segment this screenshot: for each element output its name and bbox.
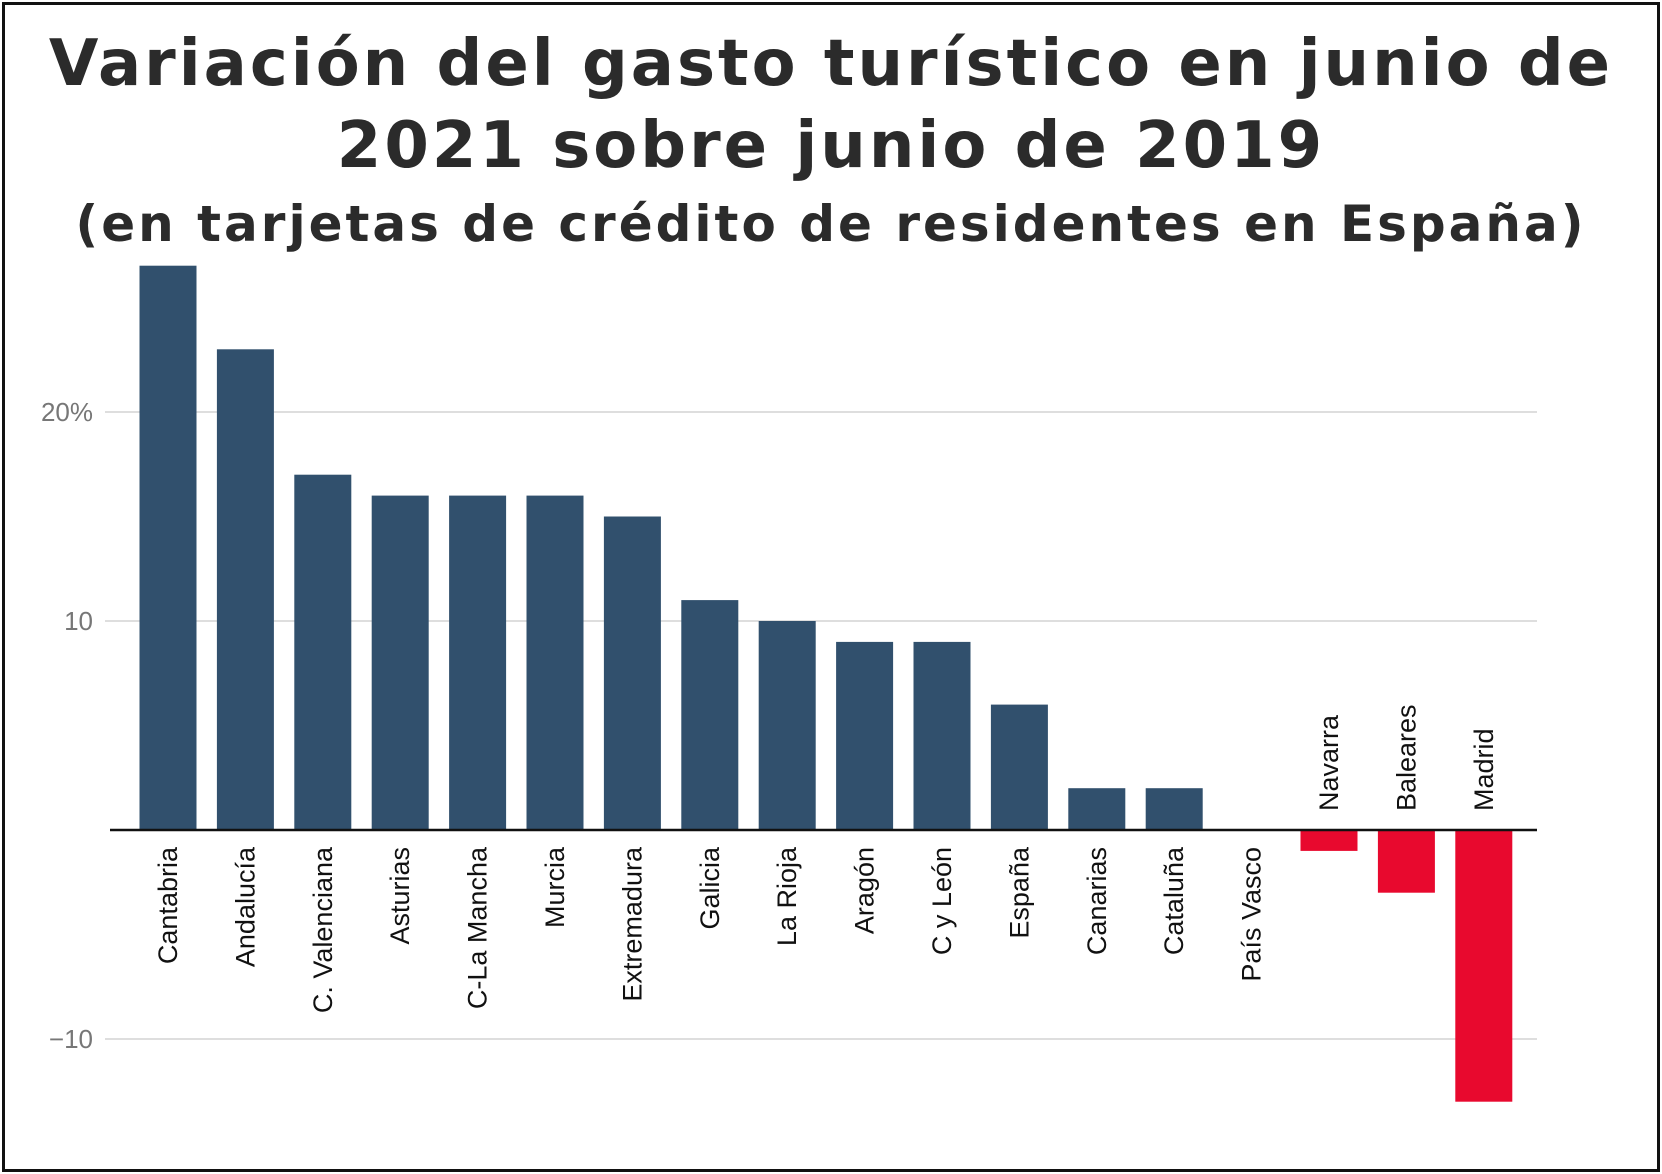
bar bbox=[526, 495, 584, 830]
category-label: C. Valenciana bbox=[308, 846, 338, 1013]
category-label: Baleares bbox=[1391, 704, 1421, 811]
category-label: País Vasco bbox=[1237, 847, 1267, 982]
y-tick-label: 20% bbox=[41, 397, 93, 427]
bar bbox=[990, 704, 1048, 830]
y-tick-label: −10 bbox=[49, 1024, 93, 1054]
category-label: C-La Mancha bbox=[463, 846, 493, 1009]
bar bbox=[1455, 830, 1513, 1102]
category-label: Extremadura bbox=[617, 846, 647, 1002]
bar bbox=[1300, 830, 1358, 851]
category-label: Galicia bbox=[695, 846, 725, 930]
bar bbox=[1377, 830, 1435, 893]
bar bbox=[371, 495, 429, 830]
category-label: Cataluña bbox=[1159, 846, 1189, 955]
category-label: Cantabria bbox=[153, 846, 183, 964]
bar bbox=[836, 641, 894, 830]
bar bbox=[758, 621, 816, 830]
category-label: Murcia bbox=[540, 846, 570, 928]
bar bbox=[139, 265, 197, 830]
chart-title-line-2: 2021 sobre junio de 2019 bbox=[336, 109, 1326, 183]
bar bbox=[1068, 788, 1126, 830]
category-label: Asturias bbox=[385, 847, 415, 945]
category-label: Andalucía bbox=[230, 846, 260, 967]
chart-title-line-1: Variación del gasto turístico en junio d… bbox=[48, 27, 1614, 101]
bar bbox=[216, 349, 274, 830]
y-tick-label: 10 bbox=[64, 606, 93, 636]
category-label: Aragón bbox=[850, 847, 880, 934]
category-label: C y León bbox=[927, 847, 957, 955]
category-label: Madrid bbox=[1469, 728, 1499, 811]
bar-chart: 20% 10 −10 Cantabria Andalucía C. Valenciana A… bbox=[41, 265, 1537, 1102]
bar bbox=[681, 600, 739, 830]
bar bbox=[294, 474, 352, 830]
chart-subtitle: (en tarjetas de crédito de residentes en… bbox=[75, 195, 1587, 253]
bar bbox=[603, 516, 661, 830]
category-label: Canarias bbox=[1082, 847, 1112, 955]
bar bbox=[913, 641, 971, 830]
bar bbox=[1145, 788, 1203, 830]
category-label: España bbox=[1004, 846, 1034, 939]
bar bbox=[449, 495, 507, 830]
category-label: Navarra bbox=[1314, 714, 1344, 811]
category-label: La Rioja bbox=[772, 846, 802, 946]
